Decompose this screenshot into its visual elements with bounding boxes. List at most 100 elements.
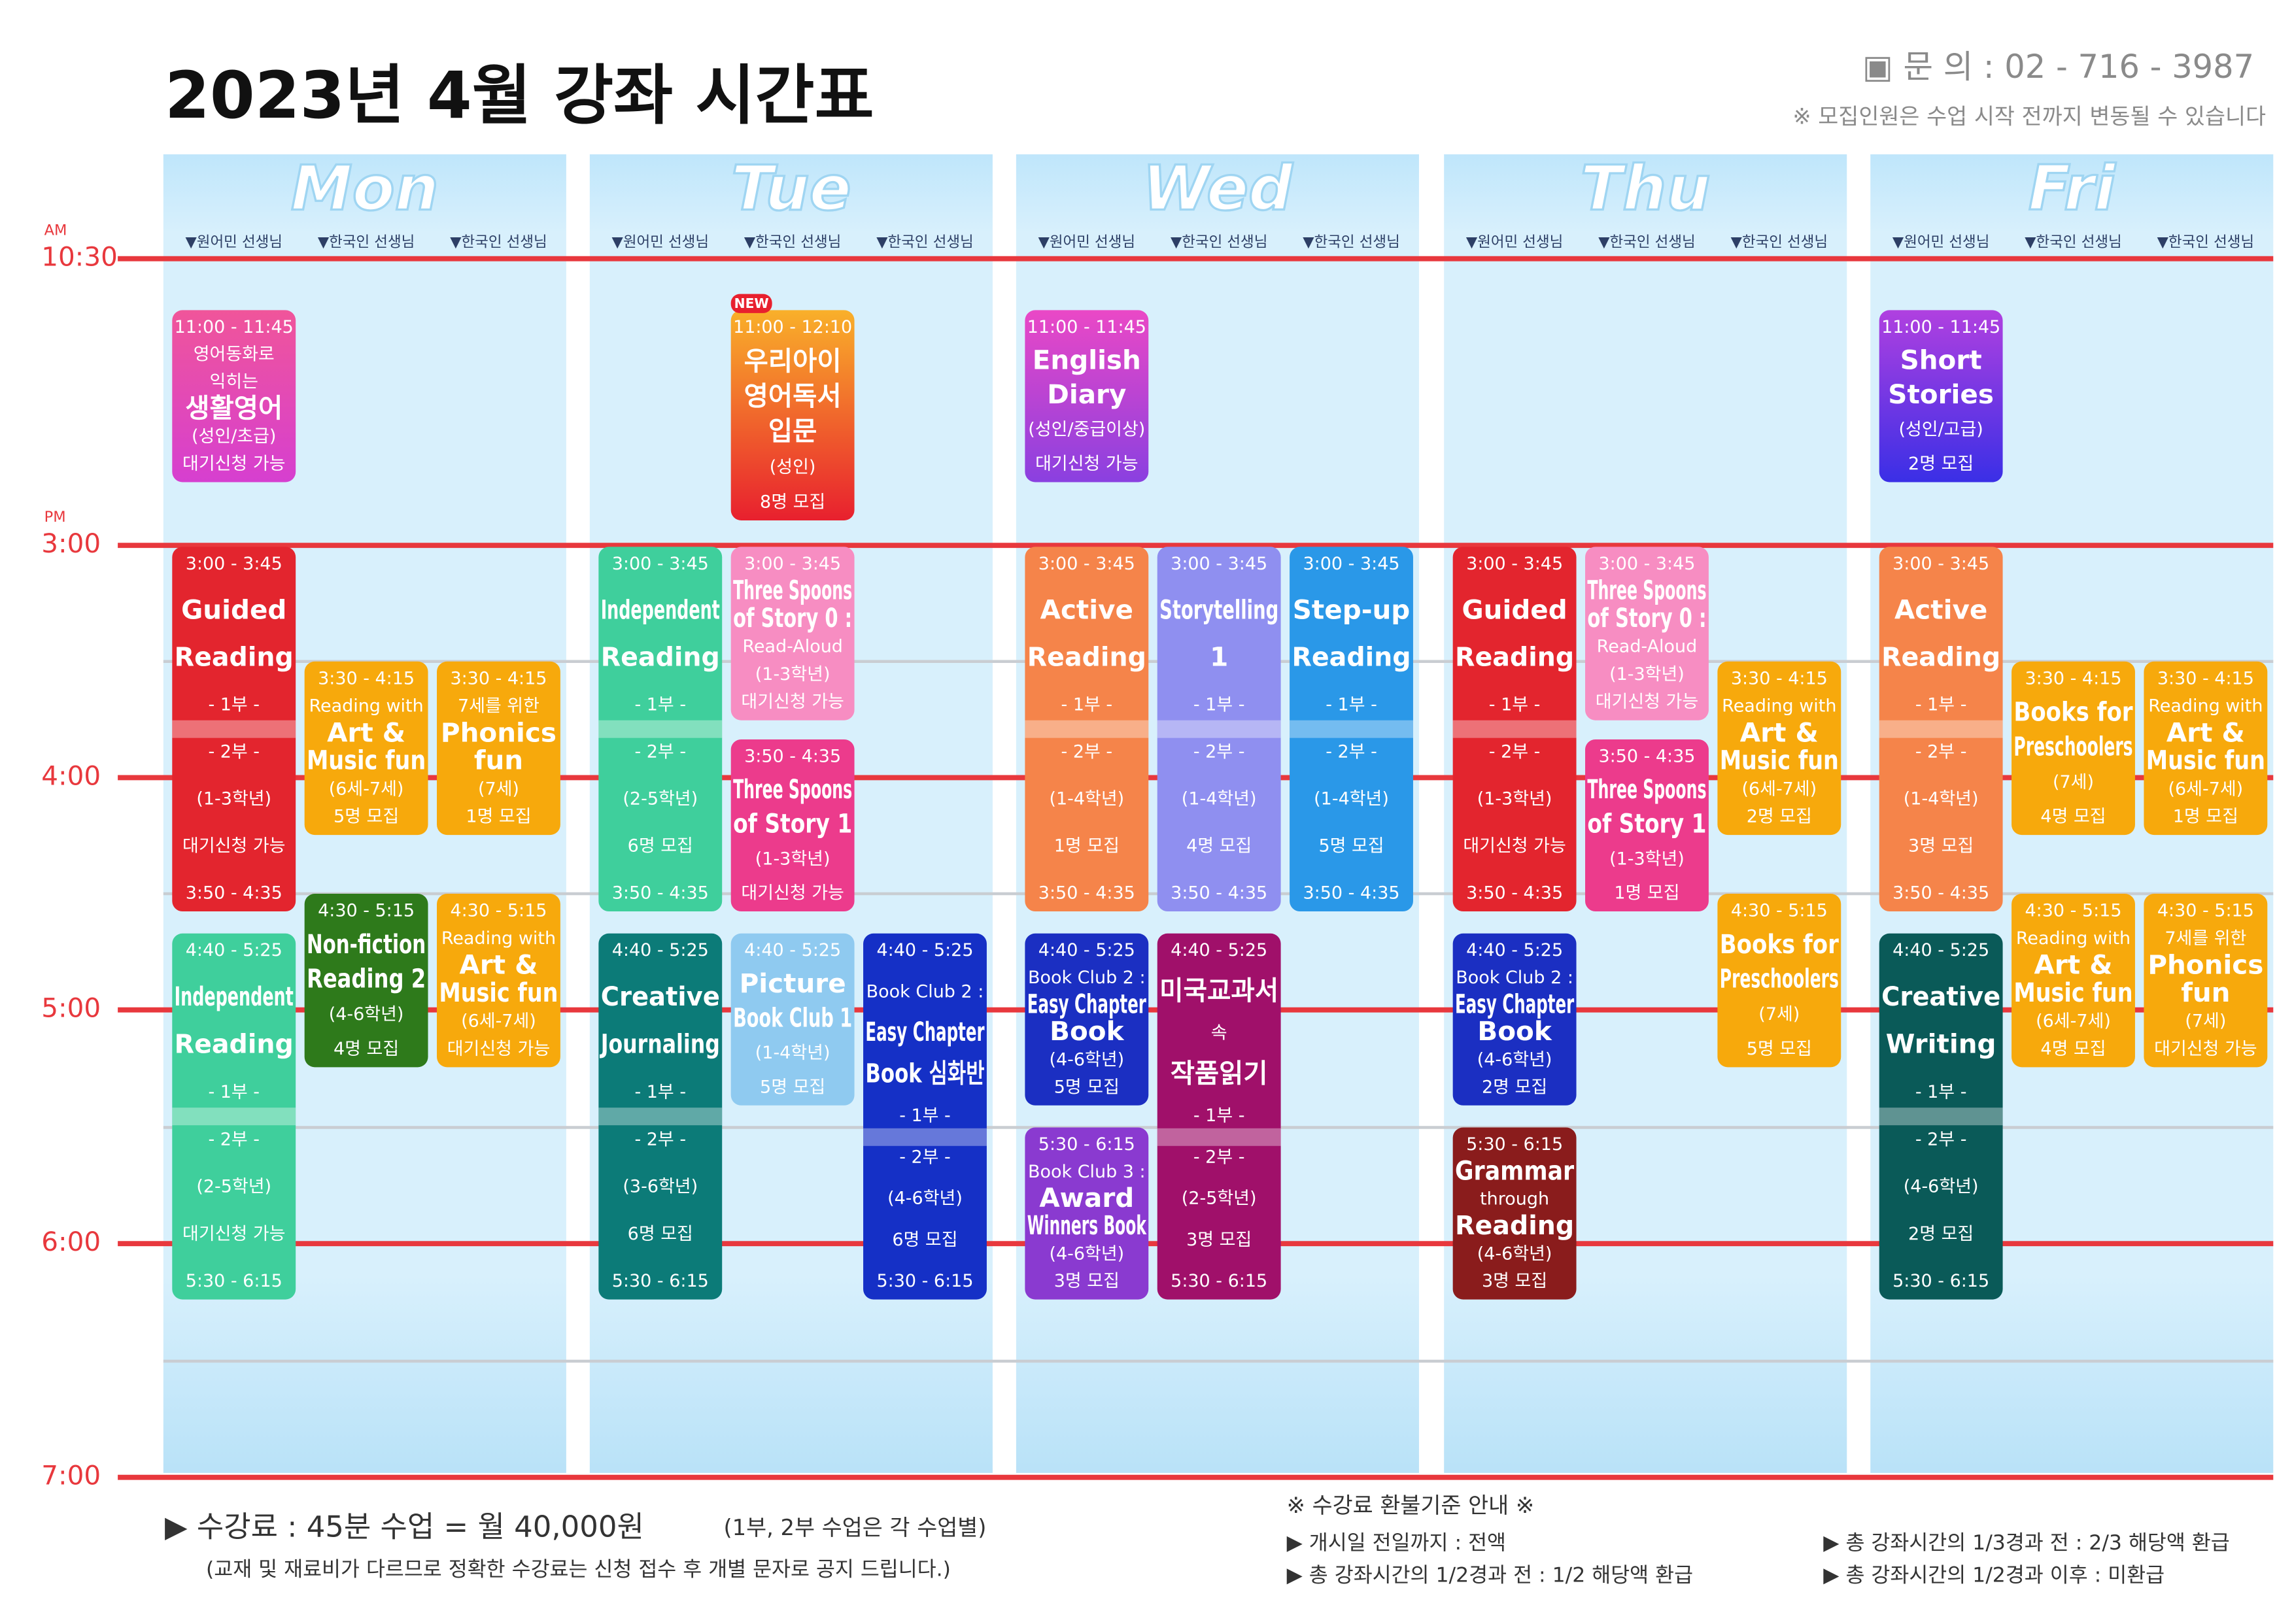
class-text: Reading: [175, 1028, 294, 1059]
class-card: 4:40 - 5:25 Creative Journaling - 1부 - - 2부 …: [598, 933, 723, 1300]
class-text: (1-4학년): [755, 1043, 830, 1063]
class-card-bg: [1717, 661, 1841, 836]
class-text: Reading 2: [307, 963, 426, 994]
class-text: 11:00 - 11:45: [175, 317, 294, 337]
class-text: 2명 모집: [1747, 807, 1812, 827]
class-text: Reading: [1292, 641, 1411, 672]
class-text: 3:50 - 4:35: [1171, 883, 1267, 904]
class-card-bg: [1452, 1127, 1577, 1300]
class-text: (7세): [2185, 1011, 2226, 1032]
class-text: Picture: [740, 968, 846, 999]
class-text: 영어독서: [744, 380, 842, 411]
class-text: Music fun: [307, 745, 426, 776]
class-text: (6세-7세): [1741, 779, 1817, 799]
class-card: 4:40 - 5:25 Book Club 2 :Easy ChapterBook…: [1025, 933, 1149, 1106]
refund-item: ▶ 개시일 전일까지 : 전액: [1287, 1531, 1506, 1555]
class-text: (4-6학년): [1904, 1177, 1979, 1197]
class-text: Winners Book: [1027, 1210, 1147, 1241]
class-text: (4-6학년): [329, 1004, 404, 1024]
class-text: - 1부 -: [208, 1082, 260, 1102]
day-name: Wed: [1142, 152, 1293, 224]
class-text: (성인/고급): [1898, 420, 1983, 440]
class-text: 5명 모집: [1318, 836, 1384, 856]
class-text: 3:00 - 3:45: [1171, 554, 1267, 574]
class-text: Guided: [181, 594, 286, 625]
class-text: 대기신청 가능: [1463, 836, 1566, 856]
session-divider: [1157, 1128, 1281, 1146]
class-card-bg: [1290, 547, 1413, 912]
class-text: (1-3학년): [1477, 789, 1552, 809]
class-text: - 2부 -: [1326, 742, 1377, 762]
class-text: Read-Aloud: [742, 637, 843, 657]
time-label: 7:00: [41, 1460, 101, 1491]
day-name: Tue: [731, 152, 851, 224]
class-text: - 2부 -: [899, 1147, 951, 1167]
class-text: Preschoolers: [1720, 963, 1839, 994]
class-card-bg: [172, 547, 296, 912]
class-text: (4-6학년): [1477, 1243, 1552, 1264]
class-text: Three Spoons: [1587, 575, 1706, 606]
class-card-bg: [1025, 310, 1149, 482]
class-card-bg: [2012, 894, 2135, 1068]
class-text: - 1부 -: [899, 1106, 951, 1126]
class-card-bg: [172, 933, 296, 1300]
refund-item: ▶ 총 강좌시간의 1/3경과 전 : 2/3 해당액 환급: [1823, 1531, 2229, 1555]
day-name: Mon: [291, 152, 439, 224]
class-card-bg: [1452, 547, 1577, 912]
class-text: (6세-7세): [329, 779, 404, 799]
class-text: (4-6학년): [1049, 1050, 1124, 1070]
class-text: through: [1480, 1189, 1549, 1210]
class-text: (2-5학년): [196, 1177, 271, 1197]
class-card-bg: [1025, 933, 1149, 1106]
class-text: Book: [1050, 1015, 1124, 1047]
class-card: 4:40 - 5:25 Independent Reading - 1부 - - 2부 …: [172, 933, 296, 1300]
class-text: 4:30 - 5:15: [2025, 901, 2122, 921]
class-text: Books for: [1720, 928, 1839, 960]
teacher-label: ▼한국인 선생님: [876, 233, 973, 250]
teacher-label: ▼한국인 선생님: [318, 233, 415, 250]
class-text: 대기신청 가능: [182, 836, 285, 856]
class-text: 대기신청 가능: [2154, 1039, 2257, 1059]
class-text: Art &: [1740, 717, 1819, 748]
class-text: 대기신청 가능: [741, 692, 844, 712]
teacher-label: ▼한국인 선생님: [2157, 233, 2254, 250]
class-text: 5:30 - 6:15: [1466, 1134, 1563, 1155]
class-text: (7세): [478, 779, 519, 799]
class-text: 11:00 - 12:10: [733, 317, 852, 337]
class-text: Reading with: [2016, 928, 2131, 949]
class-text: 5:30 - 6:15: [612, 1271, 709, 1291]
session-divider: [172, 720, 296, 738]
class-text: (성인): [770, 457, 816, 477]
class-text: 3:00 - 3:45: [1038, 554, 1135, 574]
class-text: Award: [1039, 1182, 1134, 1213]
class-text: (1-4학년): [1314, 789, 1389, 809]
class-text: - 1부 -: [634, 695, 686, 715]
class-text: 11:00 - 11:45: [1027, 317, 1146, 337]
badge: NEW: [734, 296, 769, 311]
class-text: Guided: [1462, 594, 1567, 625]
class-text: 3:30 - 4:15: [1731, 668, 1828, 688]
class-card-bg: [1879, 310, 2003, 482]
class-text: 4:40 - 5:25: [744, 940, 841, 960]
class-text: 4명 모집: [2040, 1039, 2106, 1059]
class-text: 3명 모집: [1908, 836, 1974, 856]
class-card-bg: [2012, 661, 2135, 836]
class-text: 우리아이: [744, 345, 842, 377]
class-card-bg: [1157, 547, 1281, 912]
class-text: 5명 모집: [1747, 1039, 1812, 1059]
class-text: Book 심화반: [865, 1057, 984, 1089]
class-card-bg: [172, 310, 296, 482]
class-text: 3:50 - 4:35: [1892, 883, 1989, 904]
class-text: Books for: [2013, 696, 2132, 728]
class-text: 익히는: [210, 372, 258, 392]
class-text: 5명 모집: [760, 1077, 825, 1097]
class-text: 5:30 - 6:15: [1038, 1134, 1135, 1155]
